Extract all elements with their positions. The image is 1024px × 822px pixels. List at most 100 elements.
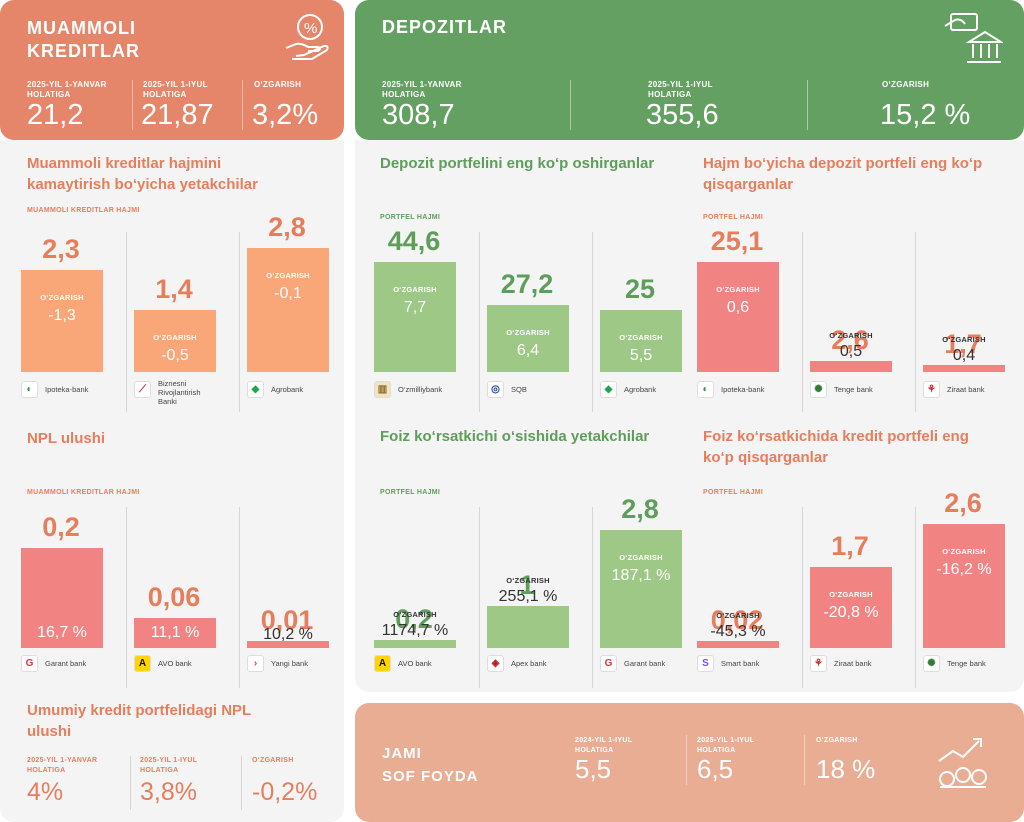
bar-value-label: 0,02 xyxy=(710,605,764,635)
right-stat-value-3: 15,2 % xyxy=(880,99,971,131)
divider xyxy=(592,507,593,688)
divider xyxy=(126,232,127,412)
divider xyxy=(239,232,240,412)
profit-stat-value-3: 18 % xyxy=(816,754,876,784)
chart-title: Depozit portfelini eng ko‘p oshirganlar xyxy=(380,155,655,172)
right-header-title: DEPOZITLAR xyxy=(382,17,507,37)
bank-name: Tenge bank xyxy=(947,659,986,668)
bank-logo-icon: ◐ xyxy=(697,381,714,398)
right-stat-label-2: 2025-YIL 1-IYUL HOLATIGA xyxy=(648,80,713,99)
chart-title: NPL ulushi xyxy=(27,430,106,447)
change-value: 7,7 xyxy=(403,299,427,316)
bank-name: Ipoteka-bank xyxy=(721,385,765,394)
divider xyxy=(570,80,571,130)
chart-bar xyxy=(247,248,329,372)
left-stat-value-2: 21,87 xyxy=(141,99,214,131)
change-label: O‘ZGARISH xyxy=(829,331,873,340)
change-value: -0,1 xyxy=(274,285,302,302)
chart-ylabel: MUAMMOLI KREDITLAR HAJMI xyxy=(27,207,140,214)
bar-value-label: 27,2 xyxy=(500,269,554,299)
change-value: -45,3 % xyxy=(710,623,766,640)
bank-name: AVO bank xyxy=(398,659,432,668)
chart-bar xyxy=(134,310,216,372)
profit-title: JAMI SOF FOYDA xyxy=(382,745,479,785)
bar-value-label: 0,01 xyxy=(260,605,314,635)
chart-title: Muammoli kreditlar hajmini kamaytirish b… xyxy=(27,155,258,193)
chart-bar xyxy=(247,641,329,648)
change-value: 5,5 xyxy=(629,347,653,364)
chart-bar xyxy=(923,365,1005,372)
bank-logo-icon: A xyxy=(134,655,151,672)
bank-name: Ziraat bank xyxy=(834,659,872,668)
divider xyxy=(802,507,803,688)
change-value: 1174,7 % xyxy=(381,622,449,639)
bank-name: Ipoteka-bank xyxy=(45,385,89,394)
bank-logo-icon: S xyxy=(697,655,714,672)
change-value: -16,2 % xyxy=(936,561,992,578)
chart-bar xyxy=(21,270,103,372)
bank-logo-icon: ◐ xyxy=(21,381,38,398)
change-value: 0,5 xyxy=(839,343,863,360)
divider xyxy=(915,507,916,688)
growth-coins-icon xyxy=(938,738,987,788)
bank-name: O‘zmilliybank xyxy=(398,385,443,394)
bank-logo-icon: G xyxy=(600,655,617,672)
bank-name: Agrobank xyxy=(624,385,657,394)
change-label: O‘ZGARISH xyxy=(153,333,197,342)
change-value: 187,1 % xyxy=(611,567,671,584)
profit-stat-label-2: 2025-YIL 1-IYUL HOLATIGA xyxy=(697,737,755,754)
bank-name: Biznesni Rivojlantirish Banki xyxy=(158,379,201,406)
change-value: -0,5 xyxy=(161,347,189,364)
divider xyxy=(479,232,480,412)
bar-value-label: 0,2 xyxy=(42,512,80,542)
chart-bar xyxy=(697,641,779,648)
change-label: O‘ZGARISH xyxy=(393,610,437,619)
percent-hand-icon: % xyxy=(285,14,329,60)
bank-logo-icon: ⚘ xyxy=(810,655,827,672)
divider xyxy=(241,756,242,810)
bar-value-label: 2,8 xyxy=(268,212,306,242)
bank-name: Ziraat bank xyxy=(947,385,985,394)
bank-name: Yangi bank xyxy=(271,659,308,668)
change-value: 255,1 % xyxy=(498,588,558,605)
change-label: O‘ZGARISH xyxy=(619,333,663,342)
change-value: 0,4 xyxy=(952,347,976,364)
chart-bar xyxy=(21,548,103,648)
profit-stat-label-3: O‘ZGARISH xyxy=(816,737,858,744)
change-value: 0,6 xyxy=(726,299,750,316)
chart-bar xyxy=(134,618,216,648)
chart-ylabel: MUAMMOLI KREDITLAR HAJMI xyxy=(27,489,140,496)
right-panel xyxy=(355,140,1024,692)
bar-value-label: 2,3 xyxy=(42,234,80,264)
bank-logo-icon: ◆ xyxy=(600,381,617,398)
divider xyxy=(804,735,805,785)
bank-logo-icon: ◆ xyxy=(247,381,264,398)
divider xyxy=(915,232,916,412)
chart-ylabel: PORTFEL HAJMI xyxy=(703,489,764,496)
bank-name: Smart bank xyxy=(721,659,760,668)
profit-card: JAMI SOF FOYDA 2024-YIL 1-IYUL HOLATIGA … xyxy=(355,703,1024,822)
left-stat-value-1: 21,2 xyxy=(27,99,84,131)
chart-ylabel: PORTFEL HAJMI xyxy=(380,214,441,221)
bank-logo-icon: ◈ xyxy=(487,655,504,672)
divider xyxy=(132,80,133,130)
divider xyxy=(239,507,240,688)
divider xyxy=(686,735,687,785)
bar-value-label: 1,7 xyxy=(831,531,869,561)
npl-stat-value-3: -0,2% xyxy=(252,778,318,806)
bank-logo-icon: ✺ xyxy=(810,381,827,398)
change-label: O‘ZGARISH xyxy=(40,293,84,302)
chart-bar xyxy=(923,524,1005,648)
divider xyxy=(802,232,803,412)
right-stat-value-2: 355,6 xyxy=(646,99,719,131)
chart-bar xyxy=(374,262,456,372)
chart-ylabel: PORTFEL HAJMI xyxy=(380,489,441,496)
chart-bar xyxy=(810,567,892,648)
divider xyxy=(242,80,243,130)
bar-value-label: 2,8 xyxy=(621,494,659,524)
left-stat-label-1: 2025-YIL 1-YANVAR HOLATIGA xyxy=(27,80,107,99)
chart-title: Foiz ko‘rsatkichi o‘sishida yetakchilar xyxy=(380,428,650,445)
right-stat-value-1: 308,7 xyxy=(382,99,455,131)
bank-logo-icon: ⟋ xyxy=(134,381,151,398)
bank-logo-icon: G xyxy=(21,655,38,672)
